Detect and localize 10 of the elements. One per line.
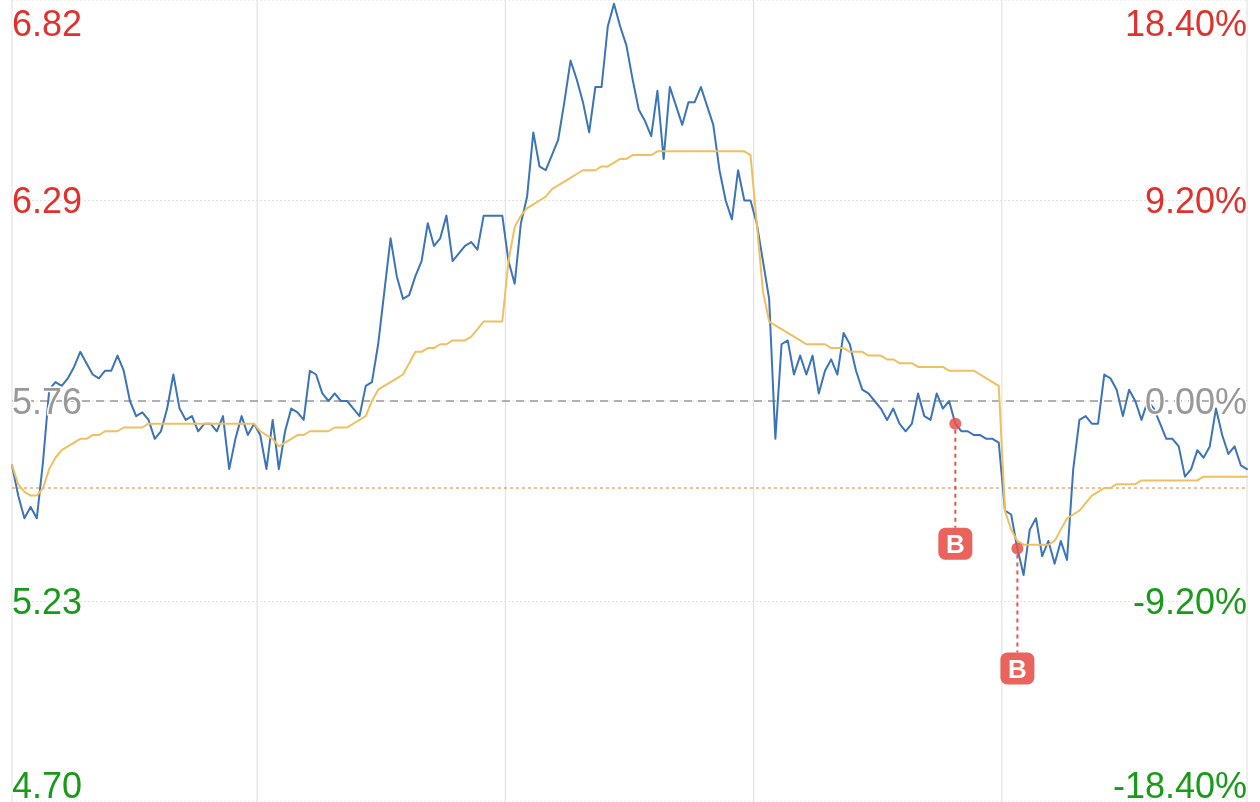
y-tick-label: 5.23	[12, 581, 83, 623]
y2-tick-label: 18.40%	[1124, 3, 1247, 44]
annotation: B	[945, 528, 965, 559]
y-tick-label: 6.29	[12, 180, 83, 222]
y-tick-label: 4.70	[12, 765, 83, 802]
y2-tick-label: 9.20%	[1144, 180, 1247, 222]
annotation: B	[1007, 653, 1027, 684]
y2-tick-label: -9.20%	[1132, 581, 1247, 623]
y2-tick-label: -18.40%	[1112, 765, 1247, 802]
y-tick-label: 6.82	[12, 3, 83, 44]
